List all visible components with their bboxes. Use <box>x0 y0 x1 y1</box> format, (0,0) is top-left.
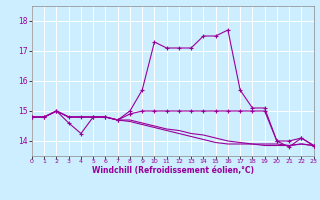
X-axis label: Windchill (Refroidissement éolien,°C): Windchill (Refroidissement éolien,°C) <box>92 166 254 175</box>
